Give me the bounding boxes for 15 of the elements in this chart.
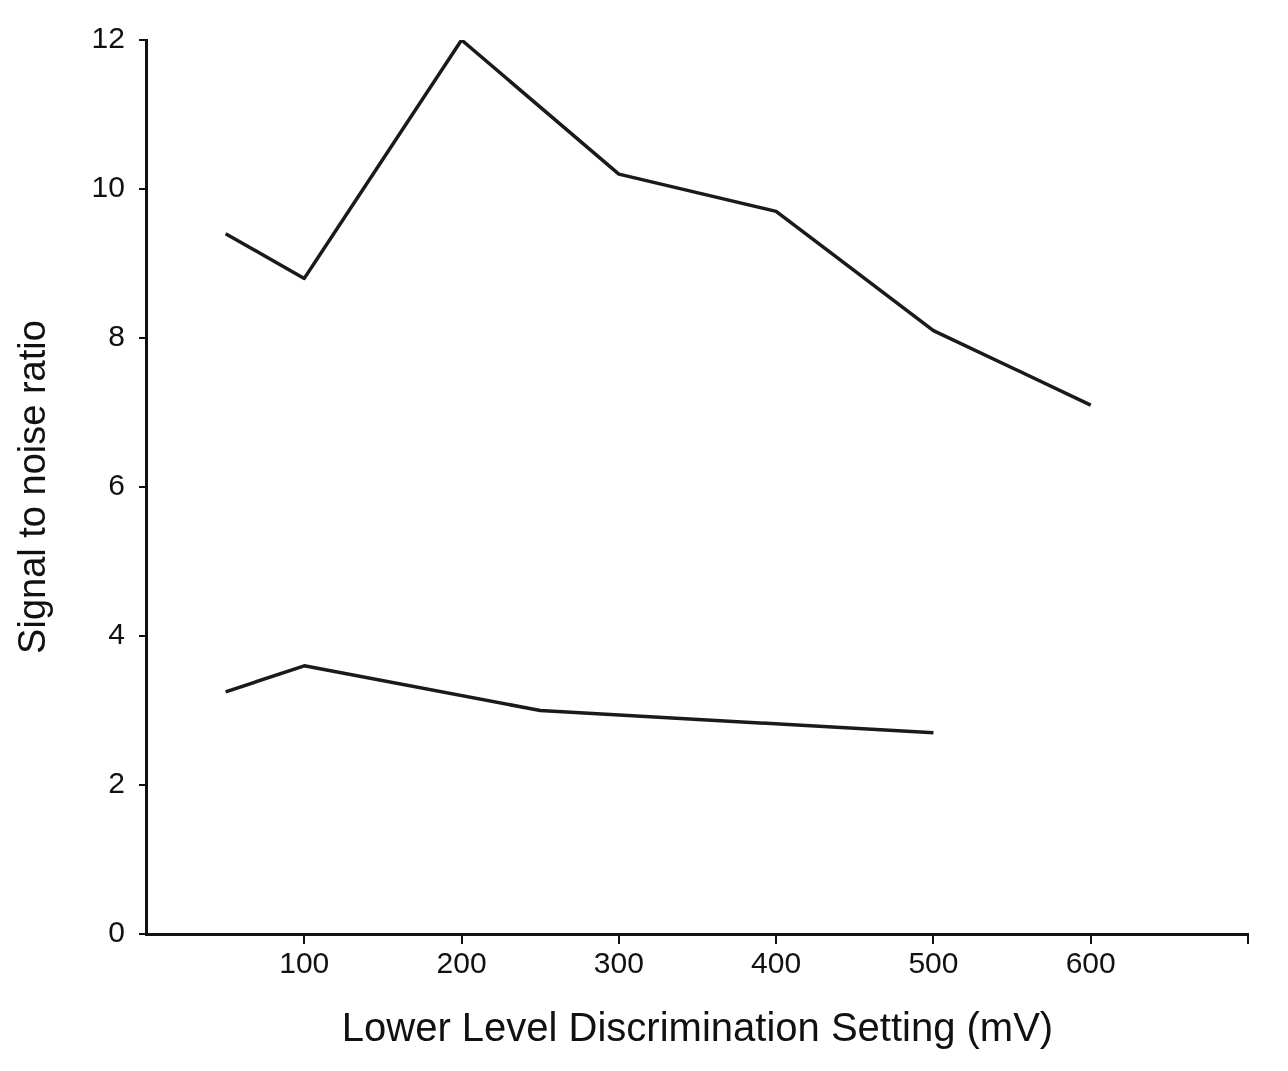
y-tick-label: 2 — [108, 766, 125, 800]
y-tick-label: 6 — [108, 468, 125, 502]
x-tick-label: 400 — [751, 946, 802, 980]
x-tick-label: 600 — [1065, 946, 1116, 980]
y-tick-label: 0 — [108, 915, 125, 949]
y-axis-title: Signal to noise ratio — [11, 320, 54, 654]
y-tick-label: 10 — [91, 170, 125, 204]
x-tick-label: 100 — [279, 946, 330, 980]
x-tick-label: 200 — [436, 946, 487, 980]
x-tick-label: 300 — [593, 946, 644, 980]
y-tick-label: 4 — [108, 617, 125, 651]
y-tick-label: 8 — [108, 319, 125, 353]
x-tick-label: 500 — [908, 946, 959, 980]
x-axis-title: Lower Level Discrimination Setting (mV) — [341, 1005, 1054, 1050]
y-tick-label: 12 — [91, 21, 125, 55]
